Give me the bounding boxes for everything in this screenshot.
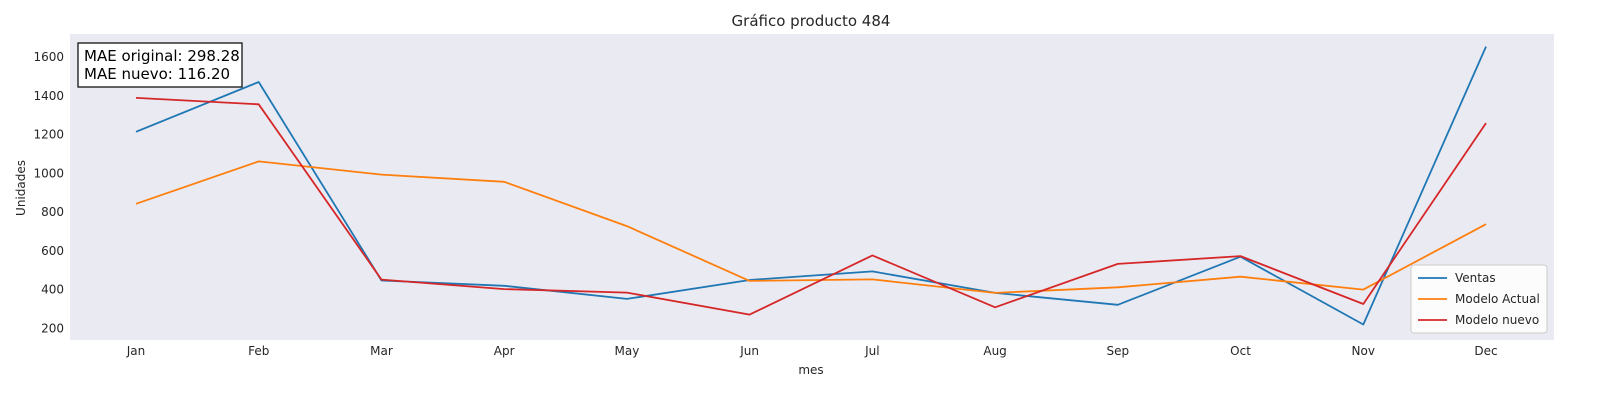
legend-label: Modelo nuevo xyxy=(1455,313,1539,327)
y-tick-label: 1400 xyxy=(33,89,64,103)
plot-area xyxy=(70,34,1554,340)
y-tick-label: 1000 xyxy=(33,166,64,180)
y-tick-label: 1600 xyxy=(33,50,64,64)
series-line-1 xyxy=(135,160,1487,294)
x-axis-label: mes xyxy=(798,363,823,377)
x-tick-label: Jul xyxy=(864,344,879,358)
legend-label: Ventas xyxy=(1455,271,1496,285)
mae-original-text: MAE original: 298.28 xyxy=(84,47,240,65)
x-tick-label: Nov xyxy=(1352,344,1375,358)
y-tick-label: 200 xyxy=(41,321,64,335)
x-tick-label: Jun xyxy=(739,344,759,358)
x-axis-ticks: Jan Feb Mar Apr May Jun Jul Aug Sep Oct Nov Dec xyxy=(126,344,1498,358)
y-axis-ticks: 200 400 600 800 1000 1200 1400 1600 xyxy=(33,50,64,335)
annotation-frame xyxy=(77,42,243,88)
y-tick-label: 400 xyxy=(41,283,64,297)
y-tick-label: 600 xyxy=(41,244,64,258)
x-tick-label: Apr xyxy=(494,344,515,358)
y-tick-label: 1200 xyxy=(33,128,64,142)
x-tick-label: Sep xyxy=(1107,344,1130,358)
y-tick-label: 800 xyxy=(41,205,64,219)
x-tick-label: Jan xyxy=(126,344,146,358)
mae-annotation-box: MAE original: 298.28 MAE nuevo: 116.20 xyxy=(77,42,243,88)
legend-frame xyxy=(1410,264,1548,334)
x-tick-label: Oct xyxy=(1230,344,1251,358)
legend: Ventas Modelo Actual Modelo nuevo xyxy=(1410,264,1548,334)
chart-title: Gráfico producto 484 xyxy=(732,12,891,30)
x-tick-label: Feb xyxy=(248,344,269,358)
series-lines xyxy=(135,46,1487,326)
x-tick-label: May xyxy=(615,344,640,358)
series-line-0 xyxy=(135,46,1487,326)
x-tick-label: Dec xyxy=(1474,344,1497,358)
series-line-2 xyxy=(135,97,1487,316)
legend-label: Modelo Actual xyxy=(1455,292,1540,306)
mae-nuevo-text: MAE nuevo: 116.20 xyxy=(84,65,230,83)
x-tick-label: Mar xyxy=(370,344,393,358)
y-axis-label: Unidades xyxy=(14,160,28,216)
x-tick-label: Aug xyxy=(983,344,1006,358)
